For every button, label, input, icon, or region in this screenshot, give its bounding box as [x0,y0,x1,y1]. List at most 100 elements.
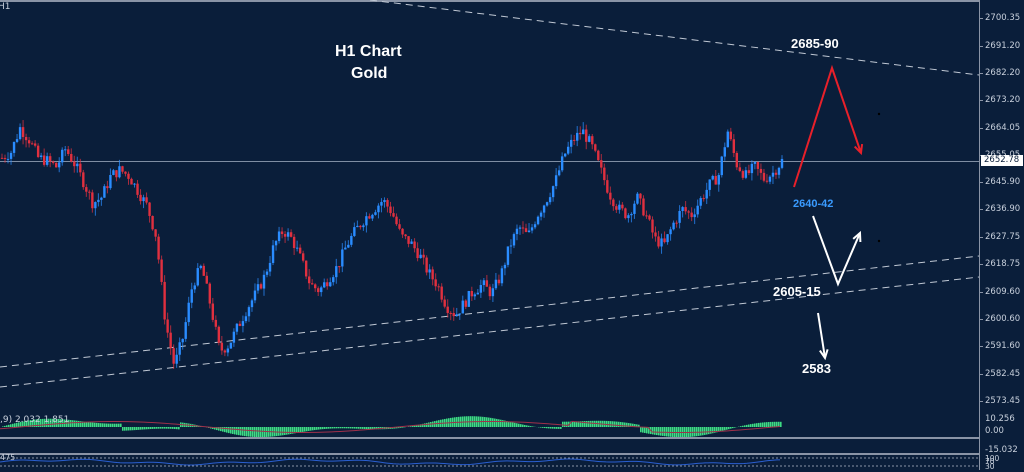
bear-candle [359,226,361,227]
bear-candle [166,319,168,332]
price-tick-mark [979,100,983,101]
bear-candle [85,187,87,192]
bear-candle [31,143,33,144]
bear-candle [284,234,286,237]
bear-candle [416,248,418,258]
macd-histogram-bar [560,427,562,429]
macd-histogram-bar [328,427,330,429]
macd-histogram-bar [652,427,654,434]
macd-histogram-bar [232,427,234,434]
bull-candle [754,162,756,164]
bull-candle [287,232,289,236]
bull-candle [19,127,21,139]
bull-candle [745,170,747,178]
bear-candle [440,287,442,300]
macd-histogram-bar [642,427,644,433]
macd-histogram-bar [248,427,250,437]
macd-pane[interactable] [0,439,979,453]
macd-histogram-bar [96,423,98,427]
bull-candle [504,265,506,268]
macd-histogram-bar [100,423,102,427]
rsi-label: 475 [0,453,15,462]
macd-histogram-bar [410,426,412,427]
macd-histogram-bar [178,427,180,429]
bear-candle [733,139,735,153]
bull-candle [510,245,512,246]
bear-candle [639,194,641,199]
bear-candle [444,300,446,307]
macd-histogram-bar [134,427,136,430]
macd-histogram-bar [696,427,698,436]
macd-histogram-bar [368,427,370,429]
bull-candle [778,168,780,175]
macd-histogram-bar [532,426,534,427]
bull-candle [636,194,638,204]
bear-candle [775,173,777,175]
rsi-separator[interactable] [0,453,979,455]
bull-candle [480,285,482,293]
macd-histogram-bar [78,421,80,427]
macd-histogram-bar [148,427,150,429]
macd-histogram-bar [734,427,736,428]
price-tick-label: 2682.20 [985,68,1020,78]
macd-histogram-bar [768,422,770,427]
bear-candle [648,216,650,220]
macd-histogram-bar [72,420,74,427]
bear-candle [392,213,394,217]
macd-histogram-bar [426,423,428,427]
price-axis[interactable] [979,0,980,470]
macd-histogram-bar [76,421,78,427]
bear-candle [127,174,129,179]
bear-candle [621,205,623,209]
macd-histogram-bar [236,427,238,435]
bear-candle [736,153,738,167]
bull-candle [254,291,256,301]
bear-candle [437,286,439,287]
bear-candle [486,280,488,286]
bear-candle [407,236,409,244]
bear-candle [757,162,759,169]
bull-candle [329,282,331,286]
macd-histogram-bar [300,427,302,432]
bear-candle [302,253,304,260]
macd-histogram-bar [402,427,404,428]
price-tick-label: 2664.05 [985,123,1020,133]
bear-candle [471,291,473,296]
macd-histogram-bar [108,424,110,427]
macd-histogram-bar [330,427,332,429]
bull-candle [46,156,48,165]
price-tick-mark [979,346,983,347]
bear-candle [130,179,132,185]
bull-candle [410,242,412,244]
macd-histogram-bar [348,427,350,428]
bull-candle [721,157,723,175]
bear-candle [305,261,307,277]
macd-histogram-bar [514,423,516,427]
macd-histogram-bar [118,424,120,427]
macd-histogram-bar [618,422,620,427]
bull-candle [507,246,509,264]
bear-candle [522,228,524,229]
bear-candle [79,164,81,173]
bear-candle [4,158,6,159]
bull-candle [118,166,120,177]
macd-histogram-bar [546,427,548,428]
bull-candle [185,322,187,339]
macd-histogram-bar [500,420,502,427]
bear-candle [25,137,27,140]
macd-histogram-bar [766,422,768,427]
bear-candle [603,168,605,181]
bull-candle [13,142,15,153]
macd-histogram-bar [242,427,244,436]
bull-candle [546,202,548,205]
bull-candle [718,175,720,184]
bear-candle [386,200,388,207]
bear-candle [326,282,328,286]
bear-candle [224,350,226,352]
macd-histogram-bar [150,427,152,429]
bear-candle [398,224,400,229]
bull-candle [727,132,729,148]
macd-histogram-bar [516,423,518,427]
macd-histogram-bar [512,422,514,427]
